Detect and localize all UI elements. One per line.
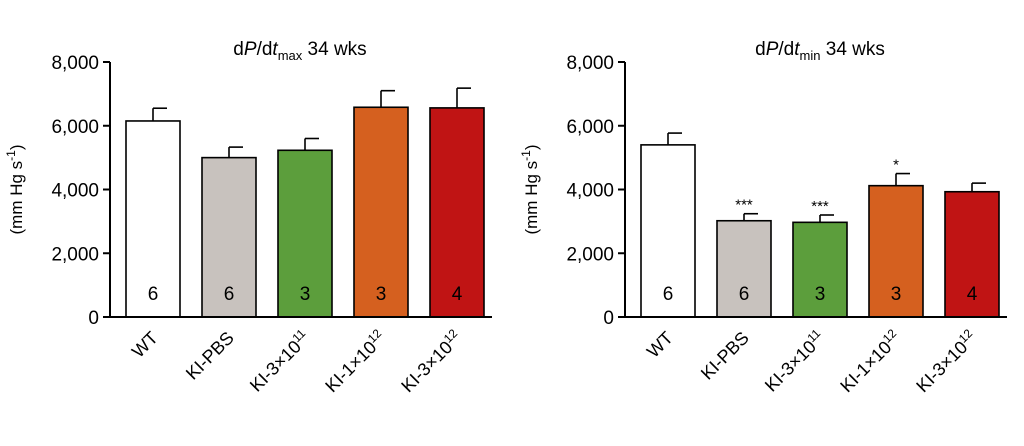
y-tick-label: 8,000 (566, 53, 614, 74)
bar (868, 184, 924, 318)
x-category-label: KI-PBS (697, 328, 753, 384)
bar-n-label: 3 (891, 284, 902, 305)
x-category-label: KI-1×1012 (835, 326, 905, 396)
x-category-label: WT (128, 328, 162, 362)
bar (353, 106, 409, 318)
x-category-label: KI-1×1012 (320, 326, 390, 396)
x-category-label: KI-3×1012 (911, 326, 981, 396)
y-tick-label: 4,000 (51, 181, 99, 202)
bar-n-label: 6 (739, 284, 750, 305)
y-axis-label: (mm Hg s-1) (4, 144, 26, 234)
y-tick-label: 4,000 (566, 181, 614, 202)
bar-n-label: 3 (300, 284, 311, 305)
bar (640, 144, 696, 318)
x-category-label: KI-3×1011 (760, 326, 830, 396)
y-tick-label: 2,000 (51, 244, 99, 265)
bar (944, 190, 1000, 318)
bar (429, 107, 485, 318)
significance-marker: * (893, 157, 899, 174)
chart-title: dP/dtmax 34 wks (233, 39, 366, 63)
bar-n-label: 6 (224, 284, 235, 305)
y-tick-label: 8,000 (51, 53, 99, 74)
bar-n-label: 4 (452, 284, 463, 305)
bar-n-label: 6 (663, 284, 674, 305)
y-tick-label: 2,000 (566, 244, 614, 265)
bar-n-label: 3 (815, 284, 826, 305)
chart-title: dP/dtmin 34 wks (755, 39, 885, 63)
y-tick-label: 6,000 (566, 117, 614, 138)
y-axis-label: (mm Hg s-1) (519, 144, 541, 234)
x-category-label: WT (643, 328, 677, 362)
significance-marker: *** (735, 197, 753, 214)
bar-n-label: 4 (967, 284, 978, 305)
y-tick-label: 0 (603, 308, 614, 329)
bar (125, 120, 181, 318)
x-category-label: KI-3×1011 (245, 326, 315, 396)
bar-n-label: 3 (376, 284, 387, 305)
bar (792, 221, 848, 318)
x-category-label: KI-PBS (182, 328, 238, 384)
y-tick-label: 6,000 (51, 117, 99, 138)
bar (716, 219, 772, 318)
chart-panel-dpdt-min: dP/dtmin 34 wks (mm Hg s-1) 0 2,000 4,000 6,0… (519, 39, 1007, 396)
x-category-label: KI-3×1012 (396, 326, 466, 396)
y-tick-label: 0 (88, 308, 99, 329)
bar-n-label: 6 (148, 284, 159, 305)
bar (201, 156, 257, 318)
significance-marker: *** (811, 198, 829, 215)
chart-panel-dpdt-max: dP/dtmax 34 wks (mm Hg s-1) 0 2,000 4,000 6,0… (4, 39, 492, 396)
